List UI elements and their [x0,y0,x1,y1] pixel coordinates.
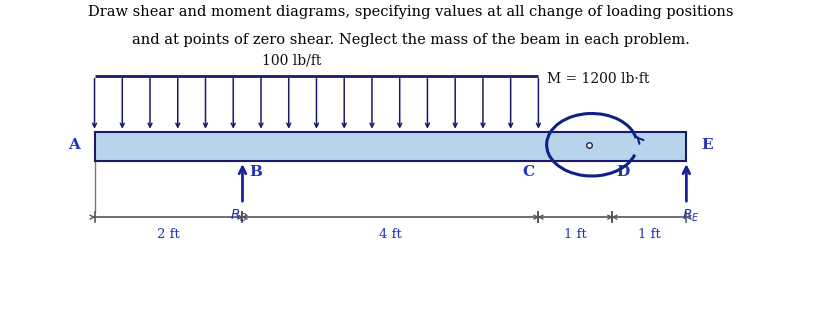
Text: D: D [616,164,630,179]
Bar [95,132,686,161]
Text: 100 lb/ft: 100 lb/ft [262,53,321,67]
Text: B: B [249,164,262,179]
Text: E: E [701,138,713,152]
Text: $R_B$: $R_B$ [229,207,247,224]
Text: M = 1200 lb·ft: M = 1200 lb·ft [547,72,649,87]
Text: 1 ft: 1 ft [564,228,587,241]
Text: 2 ft: 2 ft [157,228,180,241]
Text: and at points of zero shear. Neglect the mass of the beam in each problem.: and at points of zero shear. Neglect the… [132,33,690,47]
Text: 4 ft: 4 ft [379,228,402,241]
Text: $R_E$: $R_E$ [681,207,700,224]
Text: C: C [522,164,534,179]
Text: Draw shear and moment diagrams, specifying values at all change of loading posit: Draw shear and moment diagrams, specifyi… [88,5,734,19]
Text: 1 ft: 1 ft [638,228,661,241]
Text: A: A [68,138,80,152]
